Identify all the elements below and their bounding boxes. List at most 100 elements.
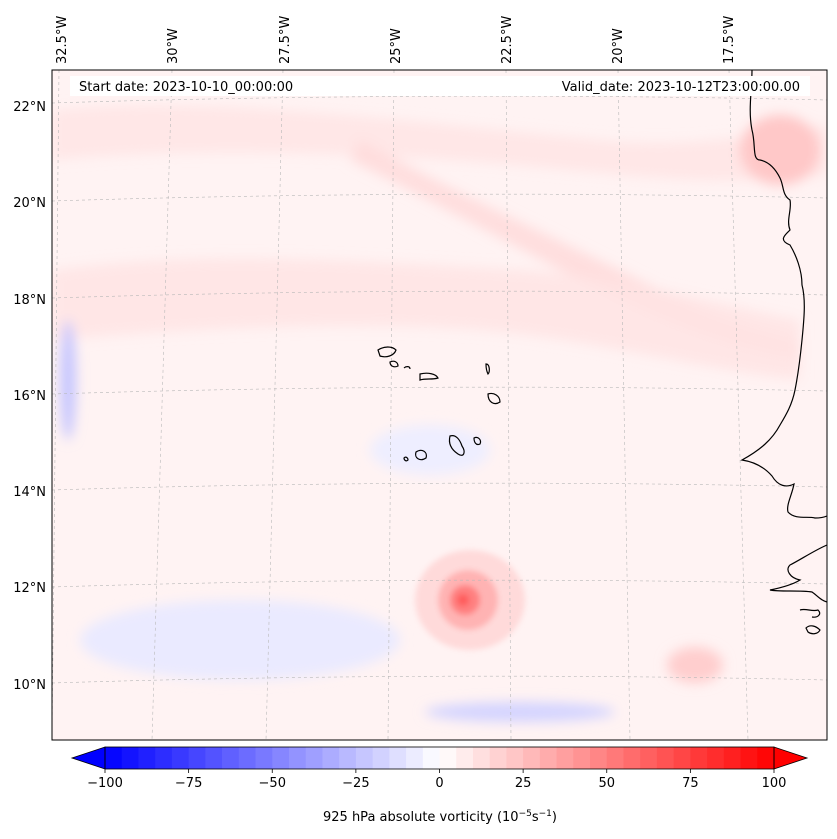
colorbar-segment [757, 747, 775, 769]
gridline-lon-27.5 [265, 70, 284, 740]
lon-label: 22.5°W [500, 16, 515, 64]
gridline-lat-16 [52, 386, 827, 395]
gridline-lat-20 [52, 193, 827, 202]
island-santa-luzia [403, 366, 411, 370]
colorbar-tick-label: 50 [598, 776, 615, 791]
colorbar-tick-label: 0 [435, 776, 443, 791]
lon-label: 25°W [389, 28, 404, 64]
colorbar-segment [556, 747, 574, 769]
africa-coastline [740, 70, 827, 519]
colorbar-extend-max [773, 746, 809, 770]
bijagos-islands [799, 608, 821, 635]
negative-vorticity-patch-southwest [80, 600, 400, 680]
colorbar-segment [606, 747, 624, 769]
lon-label: 20°W [611, 28, 626, 64]
lat-label: 16°N [13, 389, 46, 404]
island-santo-antao [377, 346, 397, 358]
colorbar-title: 925 hPa absolute vorticity (10−5s−1) [323, 809, 557, 825]
positive-vorticity-band-north [52, 105, 827, 181]
colorbar-segment [406, 747, 424, 769]
valid-date-label: Valid_date: 2023-10-12T23:00:00.00 [562, 80, 800, 95]
vorticity-maximum [415, 550, 525, 650]
date-annotation-bar [70, 76, 810, 96]
lon-label: 17.5°W [722, 16, 737, 64]
africa-coastline-south [769, 544, 827, 603]
gridline-lon-17.5 [728, 70, 749, 740]
colorbar-segment [723, 747, 741, 769]
colorbar-segment [255, 747, 273, 769]
lat-label: 22°N [13, 100, 46, 115]
gridline-lon-32.5 [52, 70, 60, 740]
vorticity-field-shading [52, 105, 827, 722]
positive-vorticity-band-mid [52, 258, 800, 380]
gridlines [52, 70, 827, 740]
colorbar-segment [673, 747, 691, 769]
colorbar-segment [205, 747, 223, 769]
island-sao-vicente [389, 360, 399, 368]
colorbar-segments [105, 747, 775, 769]
colorbar-segment [288, 747, 307, 769]
negative-vorticity-strip-south [425, 702, 615, 722]
coastlines [377, 70, 827, 635]
colorbar-segment [272, 747, 290, 769]
island-fogo [415, 449, 427, 461]
colorbar-segment [707, 747, 725, 769]
colorbar-tick-label: 100 [762, 776, 787, 791]
colorbar-segment [506, 747, 524, 769]
colorbar-tick-label: −75 [175, 776, 202, 791]
lat-label: 14°N [13, 485, 46, 500]
colorbar-segment [222, 747, 240, 769]
colorbar-segment [171, 747, 190, 769]
colorbar-tick-label: −50 [259, 776, 286, 791]
island-maio [473, 436, 482, 446]
gridline-lat-14 [52, 482, 827, 491]
colorbar-segment [305, 747, 323, 769]
colorbar-segment [439, 747, 457, 769]
colorbar-segment [389, 747, 407, 769]
colorbar-segment [355, 747, 374, 769]
gridline-lat-12 [52, 579, 827, 588]
latitude-labels: 22°N 20°N 18°N 16°N 14°N 12°N 10°N [13, 100, 46, 693]
negative-vorticity-patch-central [370, 425, 490, 475]
colorbar-segment [372, 747, 390, 769]
gridline-lat-10 [52, 675, 827, 684]
colorbar-segment [188, 747, 206, 769]
colorbar-tick-label: −100 [87, 776, 123, 791]
colorbar-segment [339, 747, 357, 769]
gridline-lat-22 [52, 95, 827, 104]
colorbar-segment [539, 747, 557, 769]
colorbar-segment [121, 747, 139, 769]
colorbar-segment [322, 747, 340, 769]
colorbar-tick-label: −25 [342, 776, 369, 791]
colorbar-segment [138, 747, 156, 769]
colorbar: −100 −75 −50 −25 0 25 50 75 100 925 hPa absolute… [70, 746, 809, 825]
map-area [52, 70, 827, 740]
colorbar-segment [456, 747, 474, 769]
longitude-labels: 32.5°W 30°W 27.5°W 25°W 22.5°W 20°W 17.5… [55, 16, 737, 64]
lat-label: 12°N [13, 581, 46, 596]
colorbar-segment [523, 747, 541, 769]
colorbar-segment [690, 747, 708, 769]
map-frame [51, 69, 828, 741]
colorbar-segment [422, 747, 440, 769]
colorbar-segment [640, 747, 658, 769]
colorbar-segment [590, 747, 608, 769]
island-boa-vista [487, 392, 501, 405]
lon-label: 27.5°W [278, 16, 293, 64]
colorbar-segment [155, 747, 173, 769]
lon-label: 32.5°W [55, 16, 70, 64]
colorbar-segment [740, 747, 758, 769]
island-sal [485, 363, 490, 376]
colorbar-segment [472, 747, 491, 769]
negative-vorticity-strip-west [60, 320, 76, 440]
positive-vorticity-patch-southeast [667, 647, 723, 683]
start-date-label: Start date: 2023-10-10_00:00:00 [79, 80, 293, 95]
island-santiago [448, 435, 465, 456]
lat-label: 18°N [13, 293, 46, 308]
island-sao-nicolau [419, 372, 439, 381]
gridline-lat-18 [52, 290, 827, 299]
colorbar-ticks: −100 −75 −50 −25 0 25 50 75 100 [87, 769, 786, 791]
colorbar-segment [623, 747, 641, 769]
colorbar-segment [105, 747, 123, 769]
